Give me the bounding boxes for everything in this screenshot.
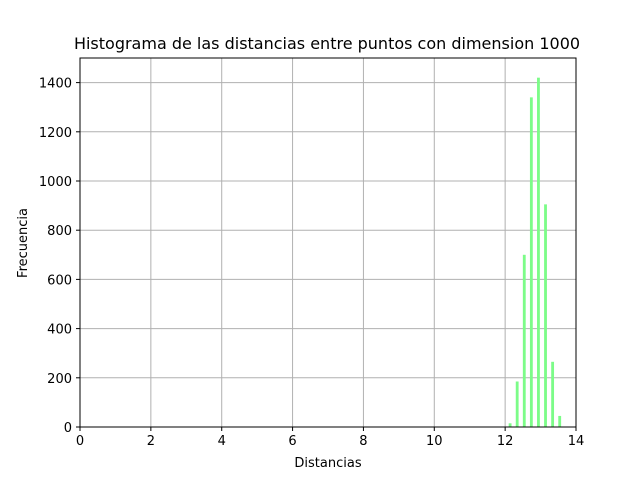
x-tick-label: 8 — [359, 434, 367, 449]
y-tick-label: 200 — [47, 372, 72, 387]
x-tick-label: 12 — [497, 434, 514, 449]
y-tick-label: 400 — [47, 323, 72, 338]
y-axis-label: Frecuencia — [16, 208, 31, 278]
histogram-bar — [515, 381, 519, 427]
y-axis-ticks: 0 200 400 600 800 1000 1200 1400 — [39, 77, 80, 436]
x-tick-label: 0 — [76, 434, 84, 449]
y-tick-label: 1200 — [39, 126, 72, 141]
histogram-bar — [551, 361, 555, 427]
histogram-bar — [537, 77, 540, 428]
y-tick-label: 1400 — [39, 77, 72, 92]
histogram-bar — [558, 415, 562, 427]
x-tick-label: 4 — [218, 434, 226, 449]
bars — [508, 77, 562, 428]
x-tick-label: 14 — [568, 434, 585, 449]
y-tick-label: 600 — [47, 273, 72, 288]
x-axis-label: Distancias — [294, 456, 361, 471]
plot-frame — [79, 57, 577, 428]
x-tick-label: 2 — [147, 434, 155, 449]
x-tick-label: 6 — [288, 434, 296, 449]
grid-lines — [79, 58, 577, 428]
histogram-bar — [508, 423, 512, 427]
y-tick-label: 0 — [64, 421, 72, 436]
chart-title: Histograma de las distancias entre punto… — [74, 34, 580, 53]
histogram-bar — [522, 254, 526, 427]
histogram-bar — [544, 204, 547, 427]
histogram-bar — [529, 97, 533, 428]
y-tick-label: 1000 — [39, 175, 72, 190]
x-axis-ticks: 0 2 4 6 8 10 12 14 — [76, 427, 584, 449]
x-tick-label: 10 — [426, 434, 443, 449]
y-tick-label: 800 — [47, 224, 72, 239]
